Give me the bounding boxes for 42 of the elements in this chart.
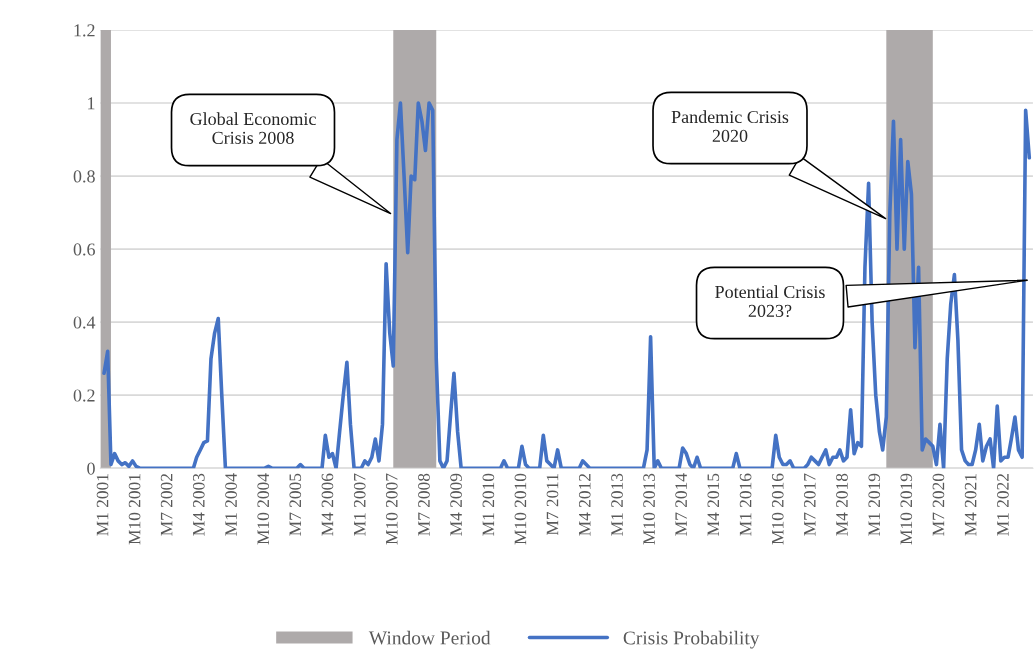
annotation: Pandemic Crisis 2020 (671, 110, 789, 142)
x-tick-label: M10 2007 (385, 473, 398, 545)
y-tick-label: 0.8 (73, 170, 95, 183)
x-tick-label: M4 2021 (964, 474, 977, 536)
y-tick-label: 0 (87, 462, 95, 475)
x-tick-label: M4 2015 (707, 473, 720, 536)
x-tick-label: M7 2017 (803, 473, 816, 536)
x-tick-label: M1 2007 (353, 473, 366, 536)
y-tick-label: 1 (88, 97, 95, 110)
x-tick-label: M4 2006 (321, 473, 334, 536)
x-tick-label: M10 2001 (128, 474, 141, 545)
x-tick-label: M7 2005 (289, 473, 302, 536)
annotation: Global Economic Crisis 2008 (190, 112, 316, 144)
x-tick-label: M7 2011 (546, 474, 559, 536)
x-tick-label: M10 2019 (900, 473, 913, 545)
x-tick-label: M1 2001 (96, 474, 109, 536)
x-tick-label: M10 2004 (257, 473, 270, 545)
line-series (102, 101, 1032, 469)
x-tick-label: M1 2013 (611, 473, 623, 536)
x-tick-label: M4 2009 (450, 473, 462, 536)
x-tick-label: M4 2012 (578, 474, 591, 536)
x-tick-label: M1 2022 (997, 474, 1009, 536)
x-tick-label: M1 2019 (868, 473, 881, 536)
x-tick-label: M1 2004 (225, 473, 237, 536)
y-tick-label: 0.4 (73, 316, 96, 329)
y-tick-label: 0.2 (73, 389, 95, 402)
x-tick-label: M4 2003 (192, 473, 205, 536)
x-tick-label: M7 2002 (160, 474, 173, 536)
x-tick-label: M4 2018 (836, 473, 848, 536)
x-tick-label: M7 2008 (418, 473, 430, 536)
legend-label: Window Period (368, 630, 491, 645)
annotation: Potential Crisis 2023? (715, 285, 825, 318)
y-tick-label: 1.2 (74, 24, 95, 37)
x-tick-label: M10 2013 (643, 473, 655, 545)
x-tick-label: M7 2020 (932, 473, 945, 536)
x-tick-label: M10 2010 (514, 473, 527, 545)
x-tick-label: M1 2010 (482, 473, 495, 536)
legend-label: Crisis Probability (623, 630, 760, 649)
x-tick-label: M10 2016 (771, 473, 784, 545)
x-tick-label: M1 2016 (739, 473, 752, 536)
x-tick-label: M7 2014 (675, 473, 687, 536)
y-tick-label: 0.6 (73, 243, 95, 256)
